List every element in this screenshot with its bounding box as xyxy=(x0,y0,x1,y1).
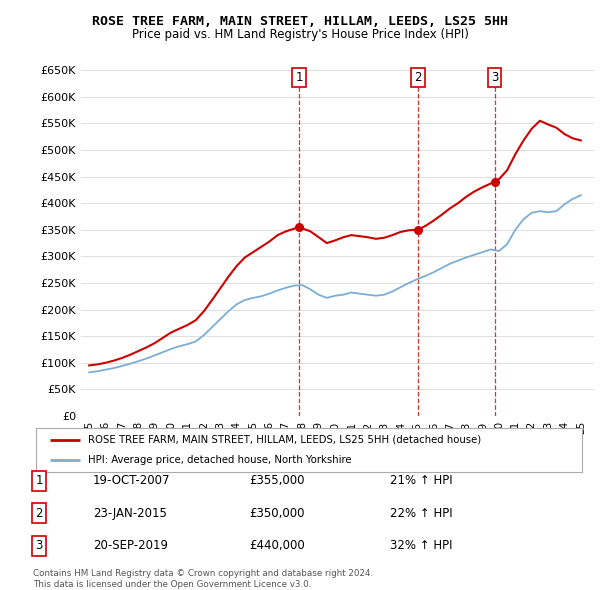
Text: Price paid vs. HM Land Registry's House Price Index (HPI): Price paid vs. HM Land Registry's House … xyxy=(131,28,469,41)
Text: ROSE TREE FARM, MAIN STREET, HILLAM, LEEDS, LS25 5HH: ROSE TREE FARM, MAIN STREET, HILLAM, LEE… xyxy=(92,15,508,28)
Text: 3: 3 xyxy=(491,71,498,84)
Text: ROSE TREE FARM, MAIN STREET, HILLAM, LEEDS, LS25 5HH (detached house): ROSE TREE FARM, MAIN STREET, HILLAM, LEE… xyxy=(88,435,481,445)
Text: HPI: Average price, detached house, North Yorkshire: HPI: Average price, detached house, Nort… xyxy=(88,455,352,465)
Text: £350,000: £350,000 xyxy=(249,507,305,520)
Text: 22% ↑ HPI: 22% ↑ HPI xyxy=(390,507,452,520)
Text: 2: 2 xyxy=(415,71,422,84)
Text: £355,000: £355,000 xyxy=(249,474,305,487)
Text: 20-SEP-2019: 20-SEP-2019 xyxy=(93,539,168,552)
Text: 1: 1 xyxy=(35,474,43,487)
Text: 21% ↑ HPI: 21% ↑ HPI xyxy=(390,474,452,487)
Text: 3: 3 xyxy=(35,539,43,552)
Text: 1: 1 xyxy=(295,71,303,84)
Text: 19-OCT-2007: 19-OCT-2007 xyxy=(93,474,170,487)
Text: 32% ↑ HPI: 32% ↑ HPI xyxy=(390,539,452,552)
Text: £440,000: £440,000 xyxy=(249,539,305,552)
Text: 2: 2 xyxy=(35,507,43,520)
Text: 23-JAN-2015: 23-JAN-2015 xyxy=(93,507,167,520)
Text: Contains HM Land Registry data © Crown copyright and database right 2024.
This d: Contains HM Land Registry data © Crown c… xyxy=(33,569,373,589)
